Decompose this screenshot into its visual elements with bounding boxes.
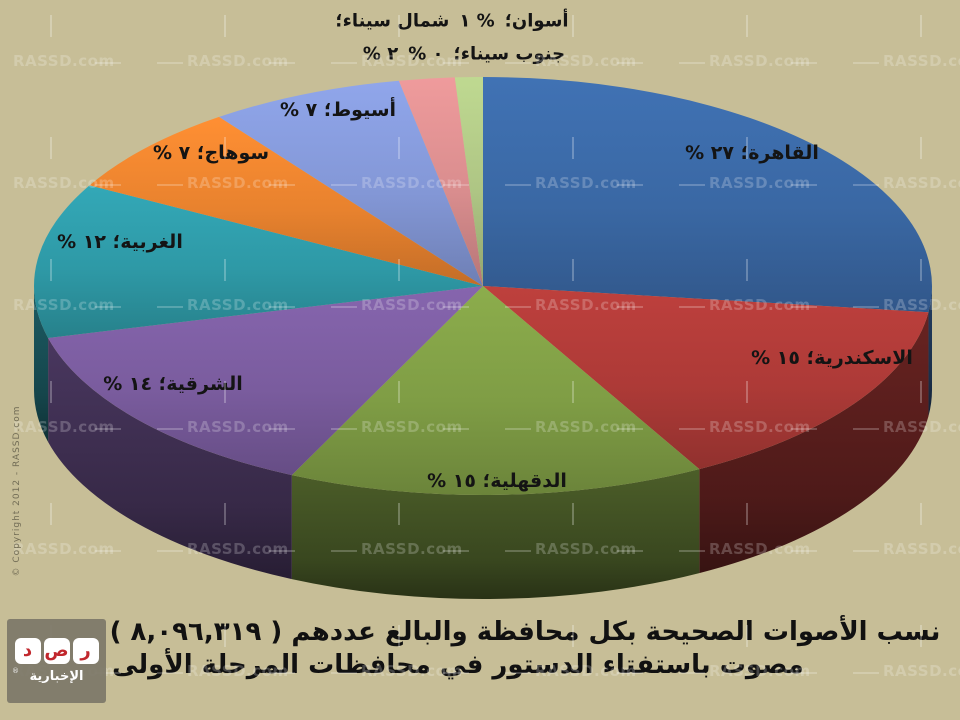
top-labels-line-2: ٢ % ٠ % جنوب سيناء؛ <box>358 44 570 65</box>
pie-slice-0 <box>483 77 932 313</box>
pie-slice-3 <box>48 286 483 476</box>
slice-label: أسيوط؛ ٧ % <box>279 99 397 121</box>
pie-slice-wall <box>291 469 700 599</box>
logo-letter-block: ص <box>43 638 70 664</box>
pie-slice-8 <box>454 77 483 286</box>
pie-slice-wall <box>928 286 932 417</box>
pie-slice-1 <box>483 286 929 470</box>
logo-subtitle: الإخبارية <box>29 669 84 684</box>
small-slice-label-part: أسوان؛ <box>504 10 569 32</box>
logo-letter-block: د <box>14 638 41 664</box>
copyright-vertical: © Copyright 2012 - RASSD.com <box>12 405 22 577</box>
caption-line-1: نسب الأصوات الصحيحة بكل محافظة والبالغ ع… <box>109 617 941 647</box>
rassd-logo: ر ص د ® الإخبارية <box>7 619 106 703</box>
slice-label: الشرقية؛ ١٤ % <box>103 373 243 395</box>
top-labels-line-1: شمال سيناء؛ ١ % أسوان؛ <box>330 11 573 32</box>
small-slice-label-part: ٠ % <box>408 43 444 65</box>
small-slice-label-part: ٢ % <box>362 43 399 65</box>
slice-label: الدقهلية؛ ١٥ % <box>427 470 567 492</box>
pie-slice-6 <box>219 80 484 286</box>
pie-slice-5 <box>89 116 483 286</box>
pie-slice-wall <box>48 337 292 580</box>
slice-label: سوهاج؛ ٧ % <box>152 142 270 164</box>
small-slice-label-part: جنوب سيناء؛ <box>453 43 566 65</box>
pie-slice-wall <box>699 312 929 574</box>
pie-slice-4 <box>33 185 484 338</box>
small-slice-label-part: ١ % <box>459 10 495 32</box>
registered-mark-icon: ® <box>12 667 19 675</box>
logo-letter-block: ر <box>72 638 99 664</box>
caption-line-2: مصوت باستفتاء الدستور في محافظات المرحلة… <box>112 650 804 680</box>
pie-slice-2 <box>291 286 700 495</box>
pie-slice-wall <box>34 286 49 442</box>
slice-label: القاهرة؛ ٢٧ % <box>685 142 819 164</box>
small-slice-label-part: شمال سيناء؛ <box>335 10 450 32</box>
slice-label: الغربية؛ ١٢ % <box>57 231 183 253</box>
logo-letter-blocks: ر ص د <box>14 638 99 664</box>
pie-slice-7 <box>398 77 483 286</box>
slice-label: الاسكندرية؛ ١٥ % <box>751 347 913 369</box>
